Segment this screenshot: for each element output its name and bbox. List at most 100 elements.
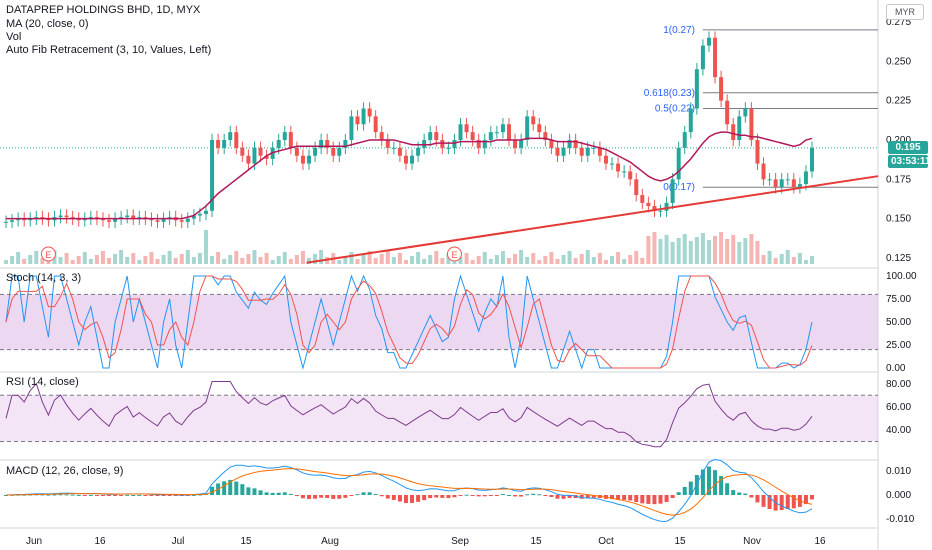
earnings-marker: E	[446, 246, 462, 262]
candle-body	[706, 37, 711, 46]
x-axis-tick: Jun	[26, 536, 42, 547]
volume-bar	[597, 253, 602, 264]
currency-badge[interactable]: MYR	[886, 4, 924, 20]
volume-bar	[119, 250, 124, 264]
macd-histogram-bar	[670, 495, 675, 499]
ma-legend[interactable]: MA (20, close, 0)	[6, 18, 89, 30]
candle-body	[506, 124, 511, 140]
candle-body	[622, 171, 627, 173]
volume-bar	[137, 260, 142, 264]
macd-histogram-bar	[410, 495, 415, 503]
candle-body	[307, 155, 312, 164]
macd-histogram-bar	[294, 495, 299, 497]
fib-level-label: 0.618(0.23)	[644, 88, 695, 99]
candle-body	[40, 217, 45, 219]
volume-bar	[494, 255, 499, 264]
candle-body	[143, 217, 148, 219]
candle-body	[319, 140, 324, 148]
candle-body	[16, 218, 21, 221]
volume-bar	[513, 254, 518, 264]
macd-histogram-bar	[234, 481, 239, 495]
volume-bar	[458, 257, 463, 264]
x-axis-tick: 15	[240, 536, 252, 547]
macd-legend[interactable]: MACD (12, 26, close, 9)	[6, 465, 124, 477]
macd-histogram-bar	[706, 466, 711, 495]
volume-bar	[434, 251, 439, 264]
macd-histogram-bar	[264, 492, 269, 495]
x-axis-tick: Jul	[172, 536, 185, 547]
volume-bar	[313, 254, 318, 264]
candle-body	[373, 116, 378, 133]
volume-bar	[397, 253, 402, 264]
macd-histogram-bar	[737, 492, 742, 495]
macd-histogram-bar	[622, 495, 627, 500]
volume-legend[interactable]: Vol	[6, 31, 22, 43]
stoch-legend[interactable]: Stoch (14, 3, 3)	[6, 272, 82, 284]
volume-bar	[264, 253, 269, 264]
candle-body	[282, 132, 287, 140]
candle-body	[700, 45, 705, 70]
volume-bar	[82, 252, 87, 264]
volume-bar	[549, 252, 554, 264]
candle-body	[64, 215, 69, 218]
fib-legend[interactable]: Auto Fib Retracement (3, 10, Values, Lef…	[6, 44, 212, 56]
candle-body	[155, 220, 160, 222]
volume-bar	[64, 253, 69, 264]
macd-histogram-bar	[446, 495, 451, 499]
macd-histogram-bar	[585, 495, 590, 499]
macd-histogram-bar	[379, 495, 384, 497]
volume-bar	[288, 259, 293, 264]
x-axis-tick: 16	[94, 536, 106, 547]
macd-histogram-bar	[70, 494, 75, 496]
candle-body	[731, 124, 736, 140]
volume-bar	[470, 260, 475, 264]
macd-histogram-bar	[4, 495, 8, 496]
volume-bar	[94, 255, 99, 264]
candle-body	[773, 179, 778, 188]
macd-histogram-bar	[173, 495, 178, 496]
volume-bar	[567, 251, 572, 264]
volume-bar	[610, 256, 615, 264]
macd-histogram-bar	[555, 495, 560, 499]
volume-bar	[58, 257, 63, 264]
macd-histogram-bar	[652, 495, 657, 505]
macd-histogram-bar	[531, 493, 536, 495]
candle-body	[100, 218, 105, 221]
volume-bar	[755, 241, 760, 264]
candle-body	[670, 179, 675, 203]
macd-histogram-bar	[561, 495, 566, 499]
candle-body	[640, 195, 645, 203]
candle-body	[403, 155, 408, 164]
volume-bar	[391, 257, 396, 264]
macd-histogram-bar	[58, 494, 63, 496]
volume-bar	[307, 258, 312, 264]
candle-body	[349, 116, 354, 140]
earnings-marker-label: E	[451, 250, 457, 260]
rsi-legend[interactable]: RSI (14, close)	[6, 376, 79, 388]
macd-histogram-bar	[719, 476, 724, 495]
candle-body	[494, 132, 499, 134]
candle-body	[264, 155, 269, 159]
volume-bar	[270, 260, 275, 264]
macd-histogram-bar	[525, 494, 530, 496]
candle-body	[125, 215, 130, 218]
macd-tick: -0.010	[886, 514, 915, 525]
volume-bar	[688, 241, 693, 264]
macd-histogram-bar	[300, 495, 305, 499]
x-axis-tick: 15	[530, 536, 542, 547]
macd-histogram-bar	[731, 490, 736, 495]
candle-body	[537, 124, 542, 133]
candle-body	[525, 116, 530, 140]
volume-bar	[428, 255, 433, 264]
volume-bar	[519, 250, 524, 264]
volume-bar	[628, 255, 633, 264]
macd-histogram-bar	[616, 495, 621, 500]
candle-body	[585, 147, 590, 156]
volume-bar	[797, 253, 802, 264]
volume-bar	[252, 250, 257, 264]
volume-bar	[785, 250, 790, 264]
candle-body	[113, 218, 118, 222]
candle-body	[197, 213, 202, 216]
